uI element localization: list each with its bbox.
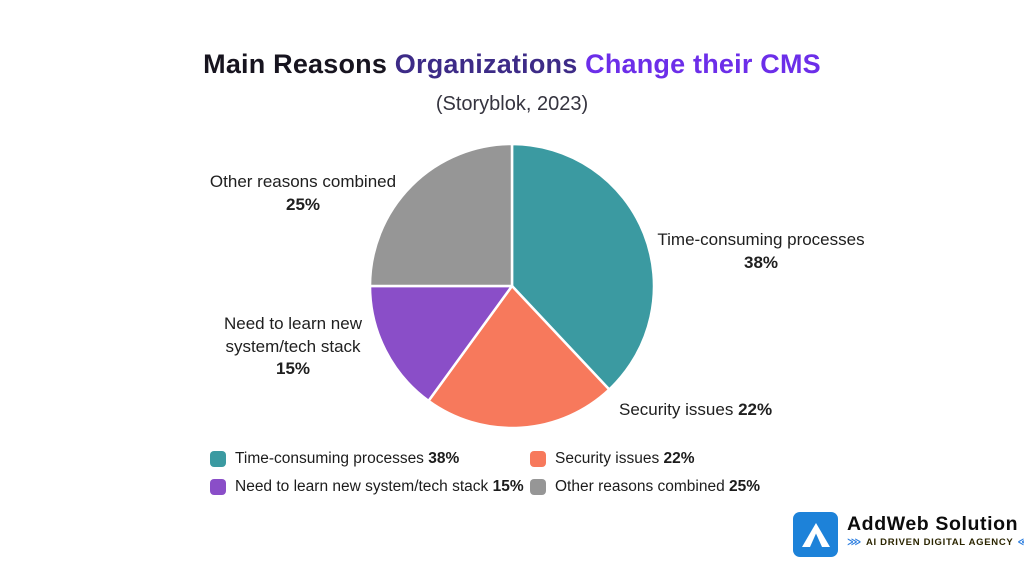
addweb-logo-text: AddWeb Solution ⋙ AI DRIVEN DIGITAL AGEN… bbox=[847, 512, 1024, 548]
callout-percent: 25% bbox=[285, 194, 321, 214]
callout-label-line1: Need to learn new bbox=[224, 314, 362, 333]
callout-label: Other reasons combined bbox=[209, 172, 397, 191]
speed-lines-left-icon: ⋙ bbox=[847, 537, 862, 548]
pie-chart bbox=[368, 142, 656, 430]
callout-percent: 15% bbox=[275, 359, 311, 378]
callout-learn-new-system: Need to learn new system/tech stack 15% bbox=[190, 313, 396, 381]
legend-swatch-coral bbox=[530, 451, 546, 467]
callout-time-consuming: Time-consuming processes 38% bbox=[655, 229, 867, 274]
legend: Time-consuming processes 38% Security is… bbox=[210, 450, 760, 496]
pie-slice-3 bbox=[368, 142, 514, 288]
legend-swatch-teal bbox=[210, 451, 226, 467]
chart-source-subtitle: (Storyblok, 2023) bbox=[435, 93, 589, 115]
legend-swatch-gray bbox=[530, 479, 546, 495]
title-part-2: Organizations bbox=[394, 49, 578, 80]
mountain-a-icon bbox=[801, 522, 830, 547]
pie-slice-0 bbox=[510, 142, 656, 391]
title-part-1: Main Reasons bbox=[203, 49, 388, 80]
legend-label: Security issues 22% bbox=[555, 450, 695, 467]
callout-label: Security issues bbox=[619, 400, 734, 419]
speed-lines-right-icon: ⋘ bbox=[1017, 537, 1024, 548]
legend-label: Time-consuming processes 38% bbox=[235, 450, 460, 467]
title-part-3: Change their CMS bbox=[585, 49, 821, 80]
callout-other-reasons: Other reasons combined 25% bbox=[200, 171, 406, 216]
logo-tagline-text: AI DRIVEN DIGITAL AGENCY bbox=[865, 537, 1014, 548]
callout-security: Security issues 22% bbox=[619, 399, 772, 422]
legend-label: Need to learn new system/tech stack 15% bbox=[235, 478, 524, 495]
chart-title: Main Reasons Organizations Change their … bbox=[0, 49, 1024, 80]
logo-tagline: ⋙ AI DRIVEN DIGITAL AGENCY ⋘ bbox=[847, 537, 1024, 548]
legend-swatch-purple bbox=[210, 479, 226, 495]
legend-label: Other reasons combined 25% bbox=[555, 478, 761, 495]
legend-item-security: Security issues 22% bbox=[530, 450, 760, 468]
callout-label: Time-consuming processes bbox=[657, 230, 865, 249]
addweb-logo-icon bbox=[793, 512, 838, 557]
callout-percent: 38% bbox=[743, 252, 779, 272]
pie-slice-1 bbox=[427, 284, 611, 430]
pie-slice-2 bbox=[368, 284, 514, 403]
callout-label-line2: system/tech stack bbox=[225, 336, 361, 356]
callout-percent: 22% bbox=[738, 400, 773, 419]
addweb-logo: AddWeb Solution ⋙ AI DRIVEN DIGITAL AGEN… bbox=[793, 512, 1024, 557]
legend-item-time-consuming: Time-consuming processes 38% bbox=[210, 450, 530, 468]
legend-item-other-reasons: Other reasons combined 25% bbox=[530, 478, 760, 496]
logo-company-name: AddWeb Solution bbox=[847, 513, 1019, 535]
legend-item-learn-new-system: Need to learn new system/tech stack 15% bbox=[210, 478, 530, 496]
